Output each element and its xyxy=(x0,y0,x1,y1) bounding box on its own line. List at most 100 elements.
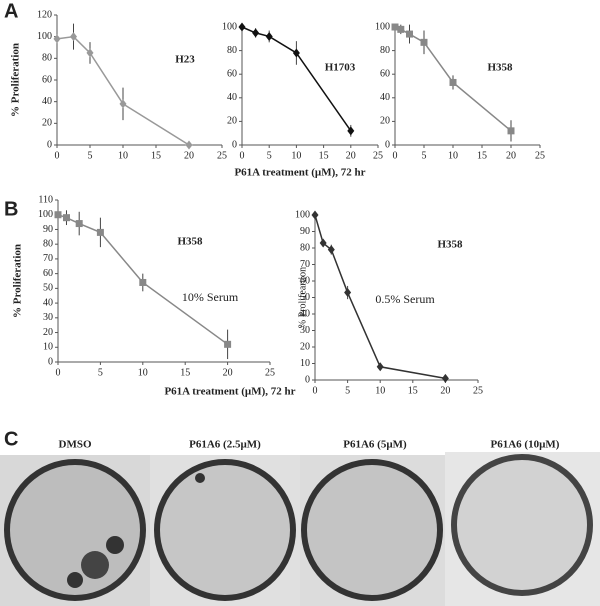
colony xyxy=(106,536,124,554)
y-tick-label: 0 xyxy=(47,139,52,150)
panel-letter: A xyxy=(4,0,18,22)
annotation: 10% Serum xyxy=(182,290,239,304)
x-axis-label: P61A treatment (µM), 72 hr xyxy=(164,386,295,398)
colony xyxy=(81,551,109,579)
y-tick-label: 80 xyxy=(42,53,52,64)
y-tick-label: 80 xyxy=(227,45,237,56)
x-tick-label: 25 xyxy=(535,150,545,161)
y-tick-label: 0 xyxy=(232,139,237,150)
y-tick-label: 80 xyxy=(300,242,310,253)
y-tick-label: 30 xyxy=(43,312,53,323)
y-tick-label: 20 xyxy=(43,327,53,338)
y-tick-label: 90 xyxy=(43,224,53,235)
y-tick-label: 70 xyxy=(43,253,53,264)
marker xyxy=(441,373,449,383)
marker xyxy=(347,126,355,136)
marker xyxy=(397,25,405,33)
marker xyxy=(406,30,413,38)
marker xyxy=(344,288,352,298)
marker xyxy=(265,31,273,41)
photo-label: P61A6 (10µM) xyxy=(491,439,560,451)
y-tick-label: 90 xyxy=(300,226,310,237)
marker xyxy=(86,48,94,58)
x-tick-label: 5 xyxy=(267,150,272,161)
x-tick-label: 25 xyxy=(265,367,275,378)
chart-title: H358 xyxy=(177,236,203,248)
x-tick-label: 15 xyxy=(151,150,161,161)
y-tick-label: 30 xyxy=(300,325,310,336)
marker xyxy=(54,211,62,219)
photo-label: P61A6 (5µM) xyxy=(343,439,407,451)
x-tick-label: 20 xyxy=(346,150,356,161)
marker xyxy=(327,245,335,255)
x-tick-label: 10 xyxy=(375,385,385,396)
colony xyxy=(67,572,83,588)
well xyxy=(4,459,146,601)
y-tick-label: 20 xyxy=(380,116,390,127)
marker xyxy=(319,238,327,248)
x-tick-label: 0 xyxy=(56,367,61,378)
x-tick-label: 10 xyxy=(448,150,458,161)
marker xyxy=(53,34,61,44)
x-tick-label: 20 xyxy=(223,367,233,378)
y-tick-label: 60 xyxy=(380,68,390,79)
y-tick-label: 60 xyxy=(43,268,53,279)
marker xyxy=(391,23,399,31)
y-tick-label: 0 xyxy=(305,374,310,385)
x-tick-label: 25 xyxy=(217,150,227,161)
y-tick-label: 50 xyxy=(43,283,53,294)
y-tick-label: 0 xyxy=(48,356,53,367)
panel-letter: B xyxy=(4,198,18,220)
x-tick-label: 0 xyxy=(393,150,398,161)
x-tick-label: 5 xyxy=(88,150,93,161)
x-tick-label: 15 xyxy=(408,385,418,396)
y-tick-label: 100 xyxy=(222,21,237,32)
y-tick-label: 40 xyxy=(300,308,310,319)
marker xyxy=(292,48,300,58)
x-tick-label: 0 xyxy=(55,150,60,161)
x-tick-label: 0 xyxy=(313,385,318,396)
marker xyxy=(376,362,384,372)
y-tick-label: 60 xyxy=(227,68,237,79)
y-tick-label: 120 xyxy=(37,9,52,20)
y-tick-label: 0 xyxy=(385,139,390,150)
y-tick-label: 100 xyxy=(38,209,53,220)
y-tick-label: 60 xyxy=(300,275,310,286)
marker xyxy=(70,32,77,42)
chart-title: H358 xyxy=(437,239,463,251)
x-tick-label: 5 xyxy=(345,385,350,396)
x-tick-label: 15 xyxy=(180,367,190,378)
y-tick-label: 100 xyxy=(295,209,310,220)
y-tick-label: 20 xyxy=(300,341,310,352)
well xyxy=(451,454,593,596)
y-tick-label: 50 xyxy=(300,292,310,303)
marker xyxy=(139,278,147,286)
line xyxy=(314,214,446,380)
marker xyxy=(75,220,83,228)
marker xyxy=(252,28,260,38)
x-tick-label: 15 xyxy=(477,150,487,161)
x-axis-label: P61A treatment (µM), 72 hr xyxy=(234,167,365,179)
photo-label: P61A6 (2.5µM) xyxy=(189,439,261,451)
y-tick-label: 100 xyxy=(37,31,52,42)
y-tick-label: 80 xyxy=(43,238,53,249)
x-tick-label: 0 xyxy=(240,150,245,161)
y-tick-label: 110 xyxy=(38,194,53,205)
y-tick-label: 100 xyxy=(375,21,390,32)
x-tick-label: 20 xyxy=(440,385,450,396)
y-tick-label: 20 xyxy=(227,116,237,127)
annotation: 0.5% Serum xyxy=(375,292,435,306)
marker xyxy=(62,214,70,222)
x-tick-label: 25 xyxy=(373,150,383,161)
chart-title: H23 xyxy=(175,54,195,66)
marker xyxy=(238,22,246,32)
y-tick-label: 10 xyxy=(300,358,310,369)
marker xyxy=(185,140,193,150)
x-tick-label: 25 xyxy=(473,385,483,396)
y-axis-label: % Proliferation xyxy=(10,43,22,117)
marker xyxy=(119,99,127,109)
x-tick-label: 5 xyxy=(98,367,103,378)
y-tick-label: 40 xyxy=(380,92,390,103)
chart-title: H1703 xyxy=(325,62,356,74)
